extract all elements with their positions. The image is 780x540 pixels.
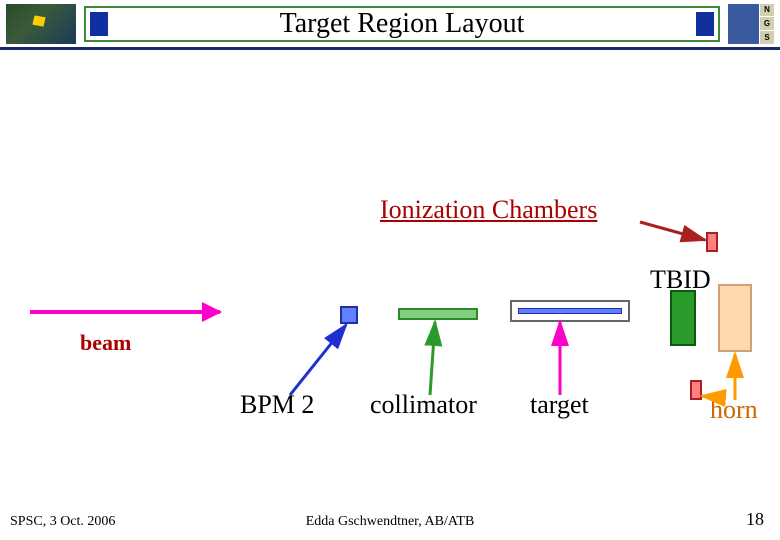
label-beam: beam bbox=[80, 330, 131, 356]
ion-chamber-marker-bottom bbox=[690, 380, 702, 400]
label-target: target bbox=[530, 390, 589, 420]
title-bar: Target Region Layout bbox=[84, 6, 720, 42]
horn-block bbox=[718, 284, 752, 352]
ion-chamber-marker-top bbox=[706, 232, 718, 252]
label-collimator: collimator bbox=[370, 390, 477, 420]
label-horn: horn bbox=[710, 395, 758, 425]
badge-s: S bbox=[760, 31, 774, 44]
footer-page-number: 18 bbox=[746, 509, 764, 530]
target-box bbox=[510, 300, 630, 322]
label-ionization-chambers: Ionization Chambers bbox=[380, 195, 597, 225]
cern-logo: N G S bbox=[728, 4, 774, 44]
badge-n: N bbox=[760, 4, 774, 17]
title-strip-right bbox=[696, 12, 714, 36]
beam-arrow bbox=[30, 310, 220, 314]
footer-center: Edda Gschwendtner, AB/ATB bbox=[0, 514, 780, 530]
map-logo bbox=[6, 4, 76, 44]
header-inner: Target Region Layout N G S bbox=[0, 0, 780, 47]
tbid-block bbox=[670, 290, 696, 346]
title-strip-left bbox=[90, 12, 108, 36]
badge-g: G bbox=[760, 17, 774, 30]
slide-header: Target Region Layout N G S bbox=[0, 0, 780, 50]
collimator-box bbox=[398, 308, 478, 320]
slide-title: Target Region Layout bbox=[274, 8, 531, 40]
label-bpm2: BPM 2 bbox=[240, 390, 314, 420]
cern-logo-main bbox=[728, 4, 759, 44]
bpm2-box bbox=[340, 306, 358, 324]
